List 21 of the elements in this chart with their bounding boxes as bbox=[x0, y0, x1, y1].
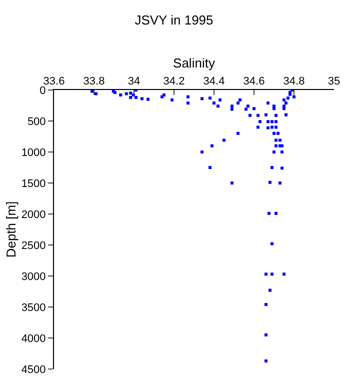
x-tick-label: 33.6 bbox=[43, 76, 65, 88]
y-tick-label: 4500 bbox=[21, 364, 46, 376]
y-tick-label: 2000 bbox=[21, 208, 46, 221]
x-tick-label: 33.8 bbox=[83, 76, 105, 88]
y-tick-label: 1000 bbox=[21, 146, 46, 159]
x-tick-label: 34.2 bbox=[163, 76, 185, 88]
y-axis-title: Depth [m] bbox=[3, 201, 18, 258]
y-tick-label: 500 bbox=[27, 116, 46, 128]
x-tick-label: 34 bbox=[128, 76, 140, 88]
chart-title: JSVY in 1995 bbox=[134, 12, 214, 28]
x-tick-label: 34.4 bbox=[203, 76, 225, 88]
y-tick-label: 3500 bbox=[21, 302, 46, 314]
y-tick-label: 3000 bbox=[21, 270, 46, 283]
y-tick-label: 2500 bbox=[21, 240, 46, 252]
y-tick-label: 4000 bbox=[21, 332, 46, 345]
x-axis-title: Salinity bbox=[173, 56, 216, 71]
y-tick-label: 1500 bbox=[21, 178, 46, 190]
x-tick-label: 34.6 bbox=[243, 76, 265, 88]
y-tick-label: 0 bbox=[40, 84, 46, 97]
x-tick-label: 34.8 bbox=[283, 76, 305, 88]
x-tick-label: 35 bbox=[328, 76, 340, 88]
